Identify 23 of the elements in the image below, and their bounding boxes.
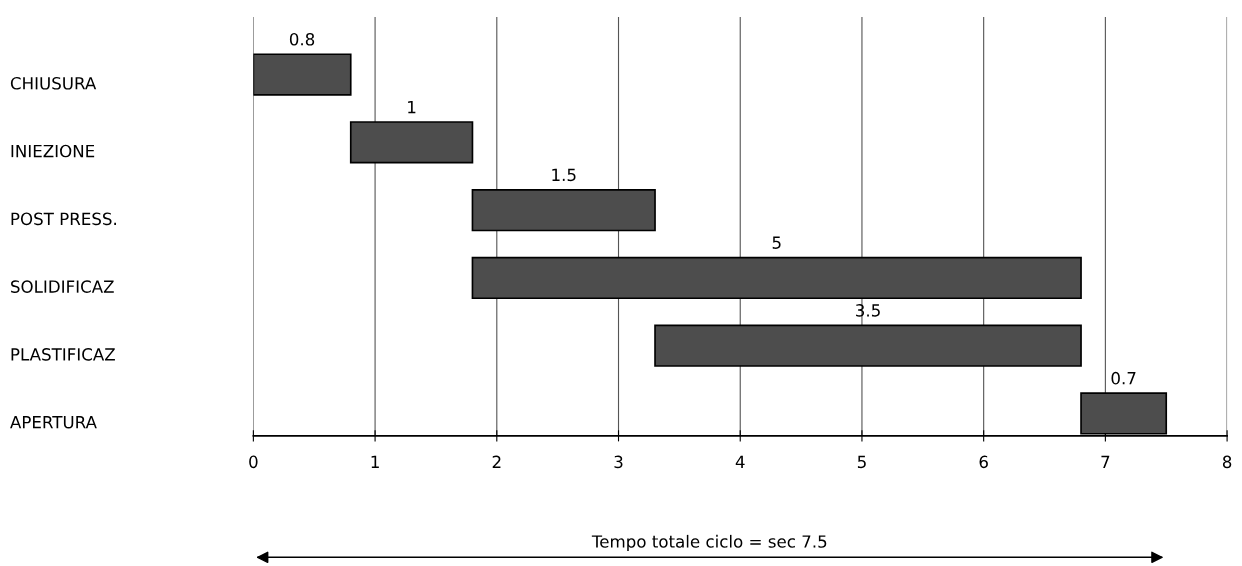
x-tick-label: 1: [371, 455, 379, 468]
y-tick-label: INIEZIONE: [11, 144, 95, 158]
data-label: 3.5: [856, 304, 880, 317]
x-tick-label: 3: [614, 455, 623, 469]
x-tick-label: 8: [1222, 455, 1232, 469]
data-label: 1.5: [552, 168, 576, 182]
y-tick-label: APERTURA: [10, 416, 97, 429]
data-label: 5: [772, 236, 781, 249]
x-tick-label: 5: [857, 455, 866, 469]
y-tick-label: PLASTIFICAZ: [11, 348, 115, 361]
y-tick-label: SOLIDIFICAZ: [11, 280, 114, 293]
x-tick-label: 4: [735, 455, 745, 468]
data-label: 0.8: [289, 33, 315, 46]
y-tick-label: POST PRESS.: [11, 212, 116, 226]
bar: [253, 53, 352, 96]
x-tick-label: 2: [492, 455, 501, 468]
data-label: 1: [408, 100, 416, 114]
text: Tempo totale ciclo = sec 7.5: [591, 534, 827, 551]
x-tick-label: 6: [979, 455, 988, 469]
x-tick-label: 0: [249, 455, 258, 469]
data-label: 0.7: [1111, 371, 1136, 385]
y-tick-label: CHIUSURA: [10, 76, 97, 90]
x-tick-label: 7: [1101, 455, 1110, 468]
